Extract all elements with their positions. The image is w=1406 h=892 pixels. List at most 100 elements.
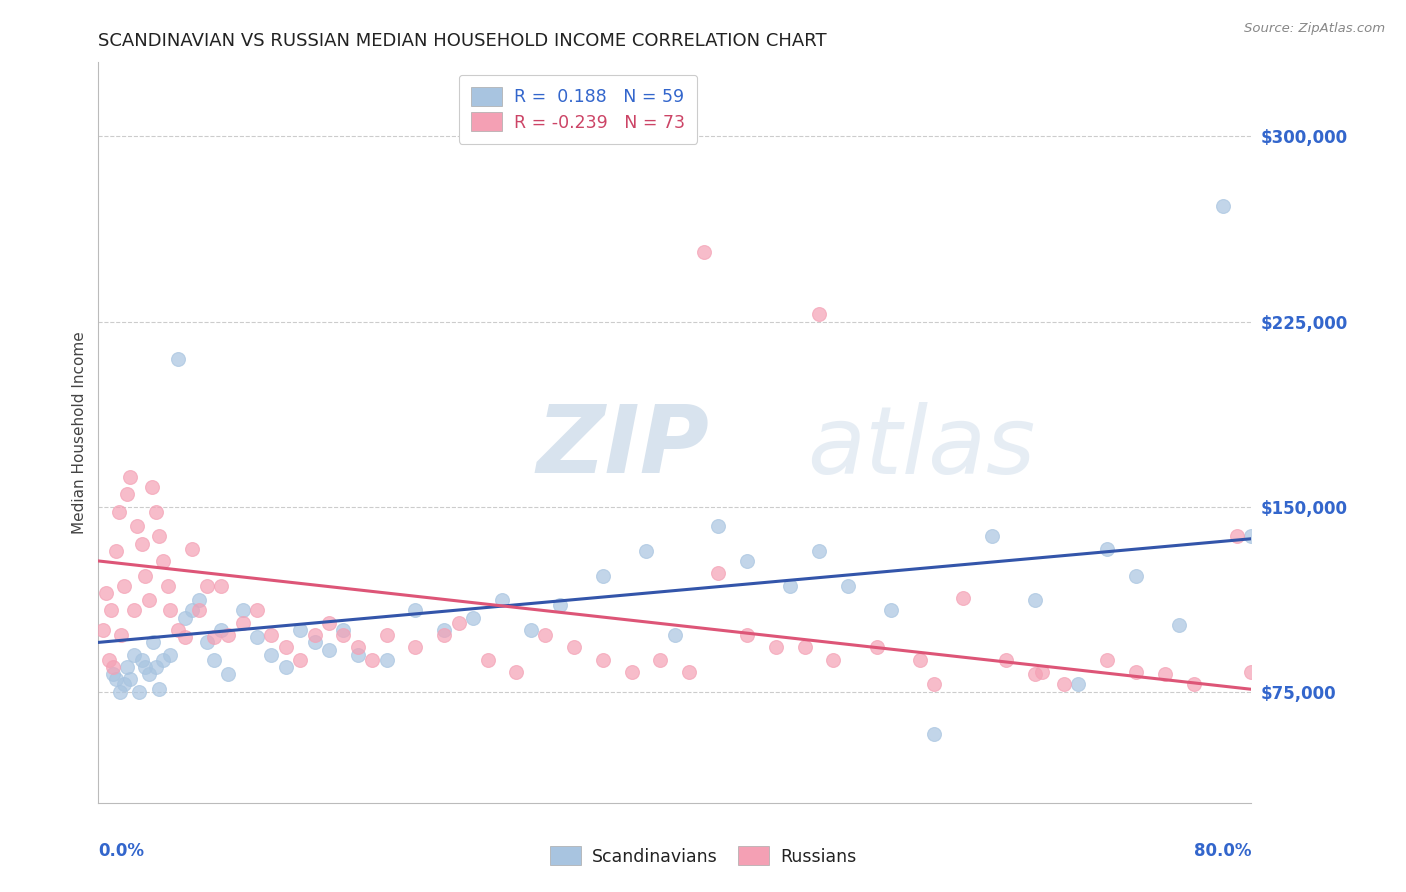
- Text: SCANDINAVIAN VS RUSSIAN MEDIAN HOUSEHOLD INCOME CORRELATION CHART: SCANDINAVIAN VS RUSSIAN MEDIAN HOUSEHOLD…: [98, 32, 827, 50]
- Point: [592, 653, 614, 667]
- Point: [765, 640, 787, 655]
- Point: [166, 351, 188, 366]
- Point: [152, 554, 174, 568]
- Point: [127, 519, 149, 533]
- Point: [141, 480, 163, 494]
- Point: [650, 653, 672, 667]
- Point: [290, 623, 312, 637]
- Text: 0.0%: 0.0%: [98, 842, 145, 860]
- Point: [231, 603, 254, 617]
- Point: [636, 544, 658, 558]
- Point: [1212, 198, 1234, 212]
- Point: [433, 623, 456, 637]
- Point: [375, 628, 398, 642]
- Point: [145, 660, 167, 674]
- Point: [808, 544, 831, 558]
- Point: [117, 487, 139, 501]
- Point: [620, 665, 643, 679]
- Text: 80.0%: 80.0%: [1194, 842, 1251, 860]
- Point: [274, 640, 297, 655]
- Point: [181, 541, 204, 556]
- Point: [246, 631, 269, 645]
- Point: [1182, 677, 1205, 691]
- Point: [1097, 541, 1119, 556]
- Point: [823, 653, 845, 667]
- Point: [112, 677, 135, 691]
- Point: [107, 505, 129, 519]
- Point: [477, 653, 499, 667]
- Point: [148, 529, 170, 543]
- Point: [138, 667, 160, 681]
- Point: [1240, 529, 1263, 543]
- Text: ZIP: ZIP: [537, 401, 710, 493]
- Point: [693, 245, 716, 260]
- Point: [138, 593, 160, 607]
- Point: [202, 631, 225, 645]
- Point: [664, 628, 686, 642]
- Point: [101, 660, 124, 674]
- Point: [463, 611, 485, 625]
- Point: [131, 653, 153, 667]
- Point: [231, 615, 254, 630]
- Point: [134, 660, 156, 674]
- Point: [260, 628, 283, 642]
- Point: [735, 554, 758, 568]
- Point: [837, 579, 859, 593]
- Point: [447, 615, 470, 630]
- Point: [100, 603, 122, 617]
- Point: [159, 648, 181, 662]
- Point: [405, 603, 427, 617]
- Point: [174, 631, 197, 645]
- Point: [779, 579, 801, 593]
- Point: [274, 660, 297, 674]
- Point: [94, 586, 117, 600]
- Point: [318, 615, 340, 630]
- Point: [534, 628, 557, 642]
- Point: [1097, 653, 1119, 667]
- Point: [332, 628, 354, 642]
- Point: [209, 623, 232, 637]
- Point: [592, 568, 614, 582]
- Point: [128, 685, 150, 699]
- Point: [908, 653, 931, 667]
- Text: Source: ZipAtlas.com: Source: ZipAtlas.com: [1244, 22, 1385, 36]
- Point: [707, 566, 730, 581]
- Point: [117, 660, 139, 674]
- Point: [152, 653, 174, 667]
- Legend: Scandinavians, Russians: Scandinavians, Russians: [541, 838, 865, 874]
- Point: [131, 536, 153, 550]
- Point: [347, 640, 370, 655]
- Point: [952, 591, 974, 605]
- Point: [195, 635, 218, 649]
- Point: [793, 640, 815, 655]
- Point: [505, 665, 527, 679]
- Point: [91, 623, 114, 637]
- Point: [924, 727, 946, 741]
- Point: [108, 685, 131, 699]
- Point: [174, 611, 197, 625]
- Point: [188, 593, 211, 607]
- Point: [995, 653, 1018, 667]
- Point: [1168, 618, 1191, 632]
- Point: [1024, 593, 1046, 607]
- Point: [1247, 716, 1270, 731]
- Point: [142, 635, 165, 649]
- Point: [332, 623, 354, 637]
- Point: [375, 653, 398, 667]
- Point: [1067, 677, 1090, 691]
- Point: [318, 642, 340, 657]
- Point: [217, 667, 239, 681]
- Text: atlas: atlas: [807, 402, 1036, 493]
- Point: [433, 628, 456, 642]
- Point: [124, 603, 146, 617]
- Point: [1031, 665, 1053, 679]
- Point: [304, 628, 326, 642]
- Point: [1125, 568, 1147, 582]
- Point: [120, 470, 142, 484]
- Point: [159, 603, 181, 617]
- Point: [1154, 667, 1177, 681]
- Point: [1240, 665, 1263, 679]
- Point: [405, 640, 427, 655]
- Point: [491, 593, 513, 607]
- Point: [562, 640, 585, 655]
